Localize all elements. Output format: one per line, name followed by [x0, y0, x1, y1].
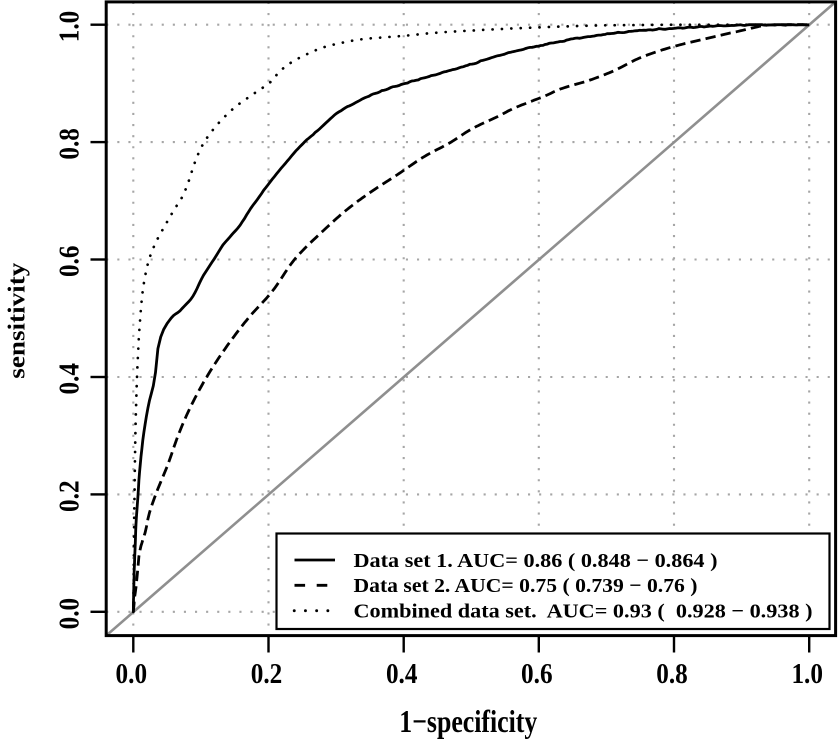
svg-text:Data set 1. AUC= 0.86 ( 0.848: Data set 1. AUC= 0.86 ( 0.848 − 0.864 ): [354, 550, 718, 572]
svg-text:0.2: 0.2: [251, 658, 283, 690]
svg-text:0.2: 0.2: [54, 480, 86, 512]
svg-text:1−specificity: 1−specificity: [399, 703, 537, 739]
svg-text:Combined data set. AUC= 0.93: Combined data set. AUC= 0.93 ( 0.928 − 0…: [354, 600, 813, 622]
svg-text:1.0: 1.0: [54, 11, 86, 43]
svg-text:0.8: 0.8: [54, 128, 86, 160]
svg-text:Data set 2. AUC= 0.75 ( 0.739: Data set 2. AUC= 0.75 ( 0.739 − 0.76 ): [354, 575, 698, 597]
svg-text:0.0: 0.0: [54, 598, 86, 630]
svg-text:0.8: 0.8: [656, 658, 688, 690]
svg-text:0.0: 0.0: [116, 658, 148, 690]
svg-text:1.0: 1.0: [791, 658, 823, 690]
svg-text:0.4: 0.4: [54, 363, 86, 395]
svg-text:0.4: 0.4: [386, 658, 418, 690]
svg-text:0.6: 0.6: [54, 246, 86, 278]
svg-text:0.6: 0.6: [521, 658, 553, 690]
svg-text:sensitivity: sensitivity: [4, 263, 30, 379]
